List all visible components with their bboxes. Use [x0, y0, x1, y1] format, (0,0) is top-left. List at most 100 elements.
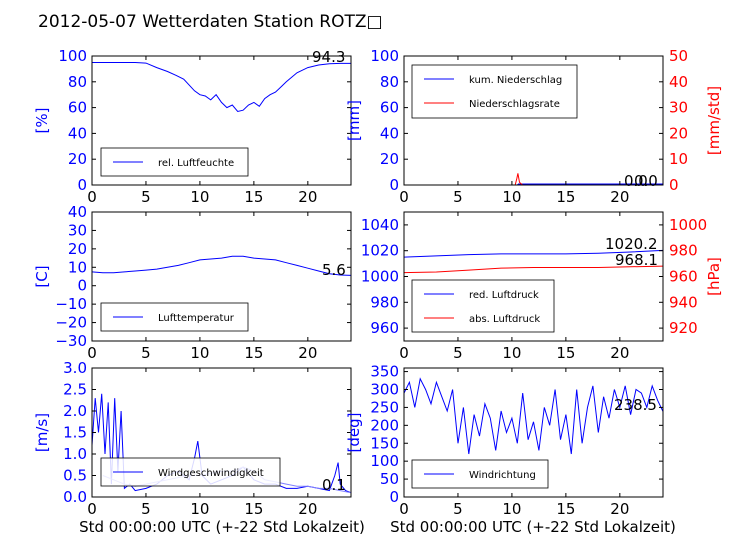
- x-tick-label: 20: [610, 500, 629, 518]
- value-annotation-2: 0.0: [634, 172, 658, 190]
- y-tick-label: 0: [77, 277, 87, 295]
- x-tick-label: 20: [610, 344, 629, 362]
- x-tick-label: 10: [190, 188, 209, 206]
- y2-tick-label: 30: [669, 99, 688, 117]
- y-tick-label: −10: [55, 295, 87, 313]
- value-annotation: 0.1: [322, 476, 346, 494]
- figure-title: 2012-05-07 Wetterdaten Station ROTZ□: [38, 12, 383, 32]
- y2-tick-label: 1000: [669, 216, 707, 234]
- x-tick-label: 0: [87, 188, 97, 206]
- x-tick-label: 15: [556, 500, 575, 518]
- plot-frame-precip: [403, 55, 664, 186]
- y-tick-label: 20: [68, 240, 87, 258]
- y-tick-label: 100: [58, 47, 87, 65]
- x-tick-label: 10: [502, 188, 521, 206]
- x-tick-label: 0: [399, 500, 409, 518]
- y-tick-label: 2.5: [63, 381, 87, 399]
- x-tick-label: 0: [87, 500, 97, 518]
- y-tick-label: 60: [380, 99, 399, 117]
- y-tick-label: 1000: [361, 268, 399, 286]
- x-tick-label: 15: [556, 344, 575, 362]
- y2-axis-label: [mm/std]: [705, 86, 723, 155]
- x-tick-label: 5: [453, 344, 463, 362]
- y-tick-label: 0.0: [63, 488, 87, 506]
- y-tick-label: 80: [68, 73, 87, 91]
- y-tick-label: 0: [389, 488, 399, 506]
- y2-tick-label: 50: [669, 47, 688, 65]
- legend-label: abs. Luftdruck: [469, 314, 540, 325]
- y-tick-label: −30: [55, 332, 87, 350]
- y-tick-label: 2.0: [63, 402, 87, 420]
- x-tick-label: 15: [244, 500, 263, 518]
- y-tick-label: 3.0: [63, 359, 87, 377]
- y-tick-label: 100: [370, 452, 399, 470]
- x-tick-label: 10: [190, 500, 209, 518]
- x-tick-label: 5: [453, 500, 463, 518]
- x-tick-label: 0: [399, 188, 409, 206]
- legend-label: Windgeschwindigkeit: [158, 468, 264, 479]
- value-annotation: 0.0: [624, 172, 648, 190]
- y2-tick-label: 10: [669, 150, 688, 168]
- y-tick-label: 30: [68, 221, 87, 239]
- y2-tick-label: 960: [669, 268, 698, 286]
- y-tick-label: 40: [68, 203, 87, 221]
- legend-box-precip: [411, 64, 578, 119]
- plot-frame-wind-direction: [403, 367, 664, 498]
- x-tick-label: 5: [141, 500, 151, 518]
- panel-wind-direction: 0 5 10 15 20050100150200250300350[deg]Windri…: [345, 363, 664, 518]
- value-annotation: 5.6: [322, 261, 346, 279]
- y-axis-label: [C]: [33, 265, 51, 287]
- y-tick-label: 100: [370, 47, 399, 65]
- y2-axis-label: [hPa]: [705, 257, 723, 296]
- x-tick-label: 5: [453, 188, 463, 206]
- x-tick-label: 10: [502, 344, 521, 362]
- x-tick-label: 5: [141, 188, 151, 206]
- x-tick-label: 20: [298, 188, 317, 206]
- y-axis-label: [deg]: [345, 413, 363, 453]
- legend-label: Niederschlagsrate: [469, 99, 560, 110]
- x-tick-label: 15: [244, 188, 263, 206]
- x-tick-label: 20: [298, 500, 317, 518]
- series-line-humidity-0: [92, 62, 351, 113]
- y-tick-label: 0.5: [63, 467, 87, 485]
- y-tick-label: −20: [55, 314, 87, 332]
- y-tick-label: 20: [68, 150, 87, 168]
- y-axis-label: [%]: [33, 108, 51, 134]
- y-tick-label: 40: [380, 124, 399, 142]
- legend-label: rel. Luftfeuchte: [158, 158, 234, 169]
- y2-tick-label: 920: [669, 319, 698, 337]
- value-annotation-2: 968.1: [615, 251, 658, 269]
- legend-label: Windrichtung: [469, 470, 536, 481]
- series-line-temperature-0: [91, 255, 352, 276]
- plot-frame-temperature: [91, 211, 352, 342]
- x-axis-label-right: Std 00:00:00 UTC (+-22 Std Lokalzeit): [390, 518, 676, 536]
- y-tick-label: 50: [380, 470, 399, 488]
- legend-label: kum. Niederschlag: [469, 75, 562, 86]
- y-tick-label: 1040: [361, 216, 399, 234]
- value-annotation: 238.5: [614, 396, 657, 414]
- y-tick-label: 1.0: [63, 445, 87, 463]
- legend-box-pressure: [411, 279, 555, 333]
- legend-label: Lufttemperatur: [158, 313, 235, 324]
- panel-humidity: 0 5 10 15 20 0 20 40 60 80 100 [%] rel. Luftfeuchte 9…: [33, 47, 352, 206]
- x-tick-label: 5: [141, 344, 151, 362]
- y-tick-label: 250: [370, 398, 399, 416]
- y-tick-label: 960: [370, 319, 399, 337]
- y-tick-label: 1.5: [63, 424, 87, 442]
- x-tick-label: 0: [87, 344, 97, 362]
- panel-pressure: 0 5 10 15 20 960 980 1000 1020 1040 920 940 960 980 10…: [361, 211, 723, 362]
- plot-frame-humidity: [91, 55, 352, 186]
- y2-tick-label: 980: [669, 242, 698, 260]
- value-annotation: 94.3: [312, 48, 345, 66]
- y-tick-label: 150: [370, 434, 399, 452]
- y-axis-label: [mm]: [345, 100, 363, 141]
- y-tick-label: 300: [370, 381, 399, 399]
- y-tick-label: 0: [389, 176, 399, 194]
- y-tick-label: 20: [380, 150, 399, 168]
- series-line-wind-direction-0: [403, 377, 664, 455]
- y-tick-label: 350: [370, 363, 399, 381]
- x-tick-label: 20: [610, 188, 629, 206]
- x-tick-label: 15: [556, 188, 575, 206]
